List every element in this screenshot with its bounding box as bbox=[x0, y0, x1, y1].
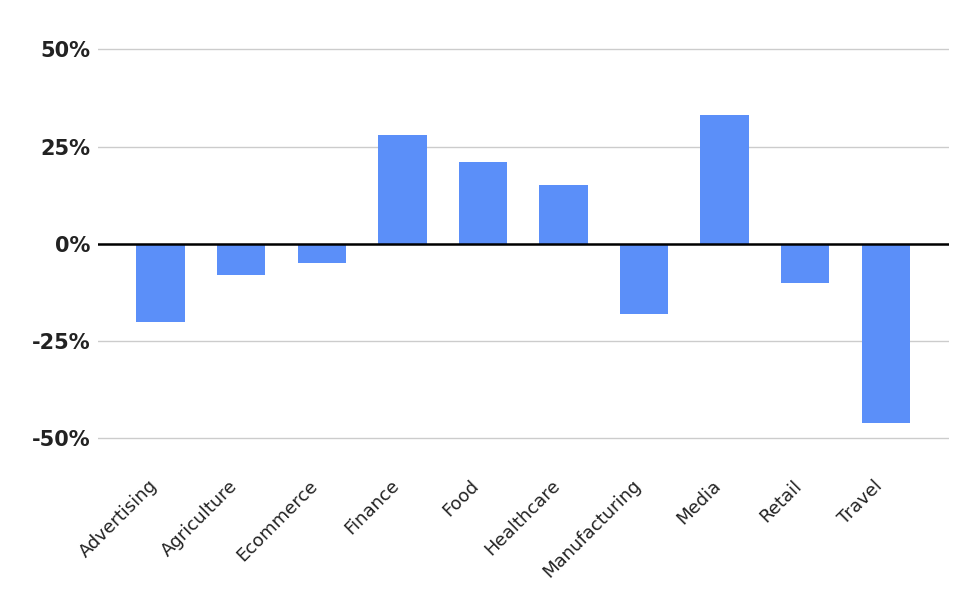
Bar bbox=[297, 244, 346, 263]
Bar bbox=[458, 162, 507, 244]
Bar bbox=[781, 244, 828, 283]
Bar bbox=[137, 244, 185, 321]
Bar bbox=[619, 244, 667, 314]
Bar bbox=[378, 135, 426, 244]
Bar bbox=[861, 244, 909, 423]
Bar bbox=[217, 244, 265, 275]
Bar bbox=[538, 185, 587, 244]
Bar bbox=[700, 116, 748, 244]
